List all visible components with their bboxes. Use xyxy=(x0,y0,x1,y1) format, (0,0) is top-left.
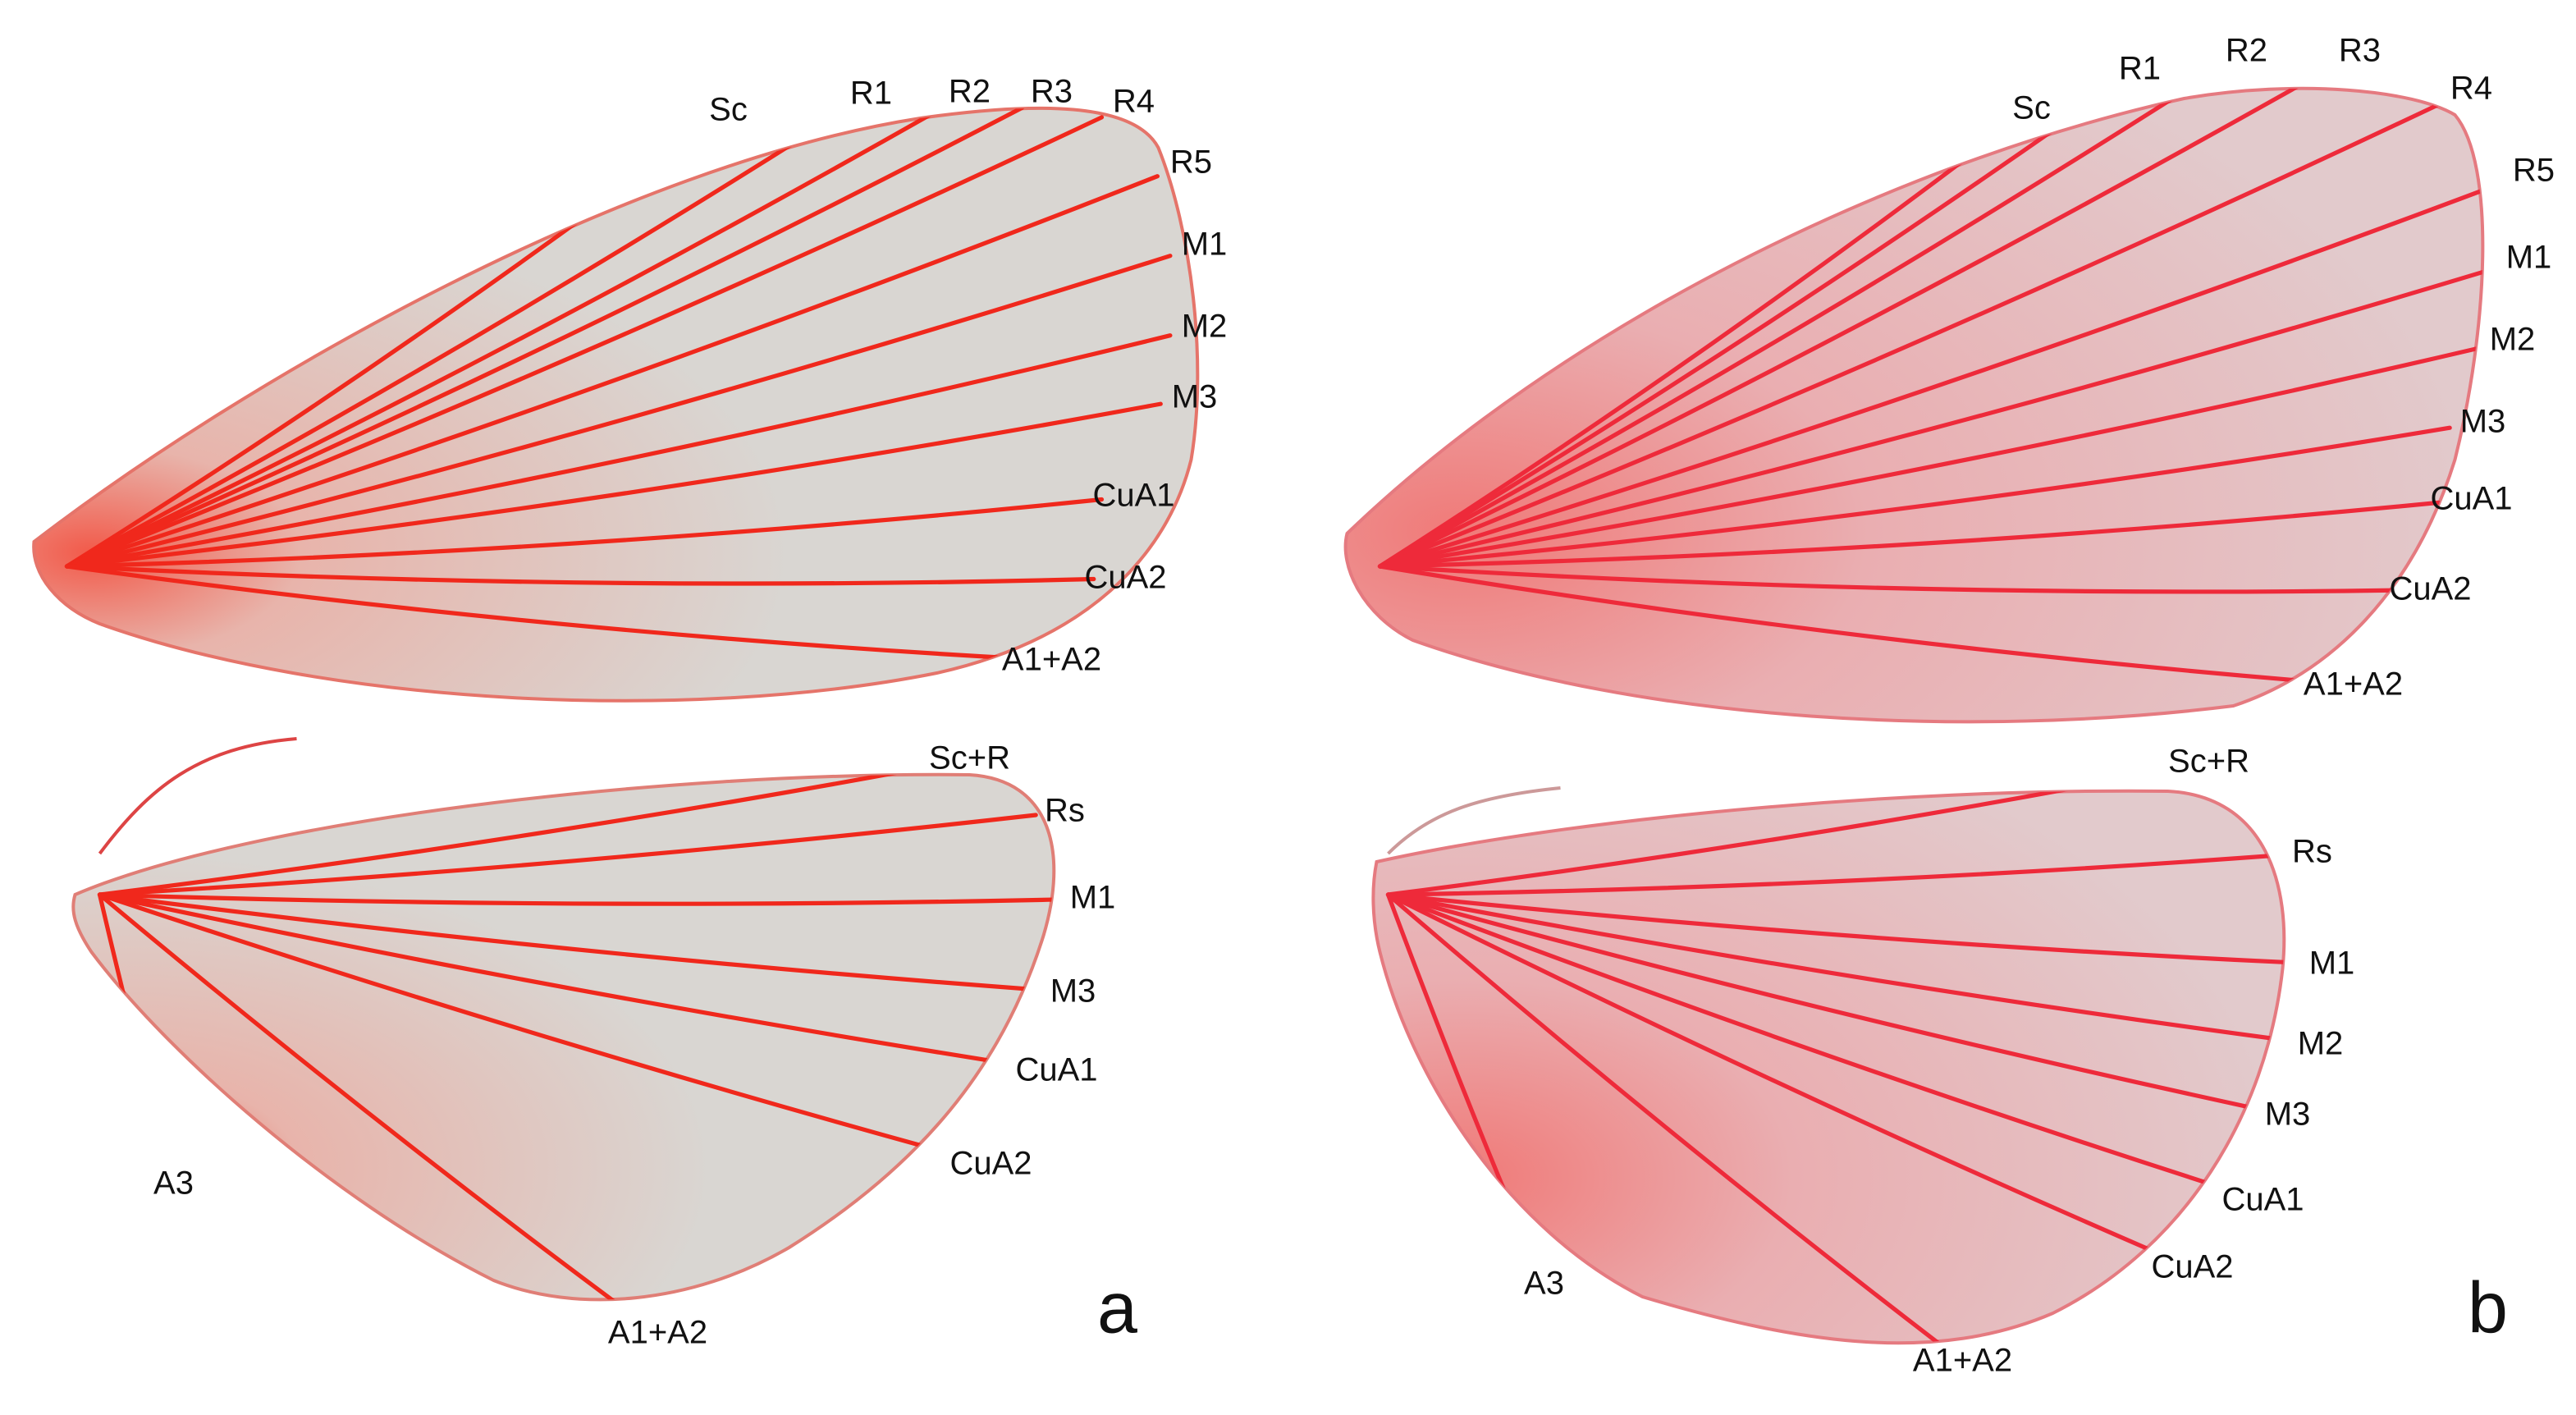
vein-label: CuA2 xyxy=(949,1146,1032,1182)
vein xyxy=(1377,88,2120,569)
vein xyxy=(1377,102,2441,569)
vein xyxy=(97,892,1046,992)
wing-a-hind xyxy=(71,737,1056,1302)
vein xyxy=(1385,892,1948,1344)
panel-letter: b xyxy=(2468,1266,2508,1348)
vein xyxy=(1385,892,2285,1044)
vein xyxy=(64,564,1096,586)
vein xyxy=(1385,892,2240,1195)
vein-label: R4 xyxy=(2450,71,2492,107)
vein xyxy=(97,892,1055,906)
vein xyxy=(1377,181,2483,569)
vein-label: CuA2 xyxy=(2151,1249,2233,1285)
vein xyxy=(64,108,849,569)
vein xyxy=(97,892,967,1160)
vein-label: A1+A2 xyxy=(1913,1343,2012,1379)
vein-label: M1 xyxy=(2309,946,2355,982)
vein-label: R5 xyxy=(2513,153,2555,189)
vein-label: R1 xyxy=(2119,51,2161,87)
wing-b-fore xyxy=(1343,86,2485,724)
vein-label: M1 xyxy=(1070,880,1116,916)
vein-label: M3 xyxy=(2460,404,2506,440)
vein xyxy=(64,564,1025,662)
vein xyxy=(1385,790,2187,897)
vein-group xyxy=(1377,88,2483,685)
vein-label: R4 xyxy=(1113,84,1155,120)
vein-label: M2 xyxy=(2298,1026,2344,1062)
vein-label: A3 xyxy=(153,1165,194,1202)
vein-label: R3 xyxy=(1031,74,1073,110)
vein-label: M3 xyxy=(1172,379,1218,415)
veins xyxy=(64,88,2483,1344)
vein xyxy=(1377,266,2483,569)
vein xyxy=(1377,500,2441,569)
vein xyxy=(1377,88,2333,569)
vein xyxy=(1385,852,2285,897)
vein xyxy=(1377,564,2401,594)
vein xyxy=(64,333,1173,569)
vein-label: R2 xyxy=(949,74,991,110)
vein xyxy=(64,401,1163,569)
vein-label: CuA1 xyxy=(1092,478,1174,514)
vein-group xyxy=(1385,790,2285,1344)
vein-label: M1 xyxy=(2506,240,2552,276)
vein-label: R5 xyxy=(1170,144,1212,181)
vein-label: Sc+R xyxy=(2168,744,2249,780)
vein-label: M3 xyxy=(1050,973,1096,1010)
vein-label: Sc xyxy=(2012,90,2051,126)
wing-a-fore xyxy=(32,106,1200,703)
vein-label: M2 xyxy=(1182,309,1228,345)
vein xyxy=(1377,121,2015,569)
vein-label: A1+A2 xyxy=(608,1315,707,1351)
vein-label: CuA1 xyxy=(1015,1052,1097,1088)
vein-label: Rs xyxy=(2292,834,2332,870)
vein xyxy=(1377,346,2481,569)
vein xyxy=(64,108,1025,569)
vein-label: Sc+R xyxy=(929,740,1010,776)
vein xyxy=(97,774,946,897)
vein xyxy=(64,174,1160,569)
vein xyxy=(1377,564,2327,685)
labels: Sc R1 R2 R3 R4 R5 M1 M2 M3 CuA1 CuA2 A1+A2 Sc+R Rs M1 M… xyxy=(153,33,2555,1379)
vein xyxy=(1385,892,2263,1112)
vein-label: M2 xyxy=(2490,322,2536,358)
vein xyxy=(97,892,1031,1069)
wing-b-hind xyxy=(1371,786,2286,1345)
vein-label: Sc xyxy=(709,92,748,128)
vein-label: A3 xyxy=(1524,1266,1564,1302)
vein-label: CuA1 xyxy=(2430,481,2512,517)
panel-letter: a xyxy=(1097,1266,1137,1348)
vein-label: CuA2 xyxy=(2389,571,2471,607)
vein-label: A1+A2 xyxy=(1002,642,1101,678)
vein-label: CuA1 xyxy=(2221,1182,2304,1218)
vein xyxy=(1377,88,2223,569)
vein-label: CuA2 xyxy=(1084,560,1166,596)
vein xyxy=(64,115,1105,569)
vein-label: M1 xyxy=(1182,227,1228,263)
vein-label: R3 xyxy=(2339,33,2381,69)
vein xyxy=(1385,892,2171,1260)
vein xyxy=(97,813,1038,897)
vein xyxy=(64,108,945,569)
vein-label: Rs xyxy=(1045,793,1085,829)
vein xyxy=(1385,892,2285,966)
vein xyxy=(1377,425,2452,569)
vein-label: A1+A2 xyxy=(2304,666,2403,703)
vein xyxy=(64,254,1173,569)
vein-label: R2 xyxy=(2226,33,2267,69)
vein-group xyxy=(97,774,1055,1300)
vein-label: M3 xyxy=(2265,1097,2311,1133)
vein xyxy=(97,892,643,1300)
vein-label: R1 xyxy=(850,76,892,112)
vein xyxy=(64,497,1105,569)
